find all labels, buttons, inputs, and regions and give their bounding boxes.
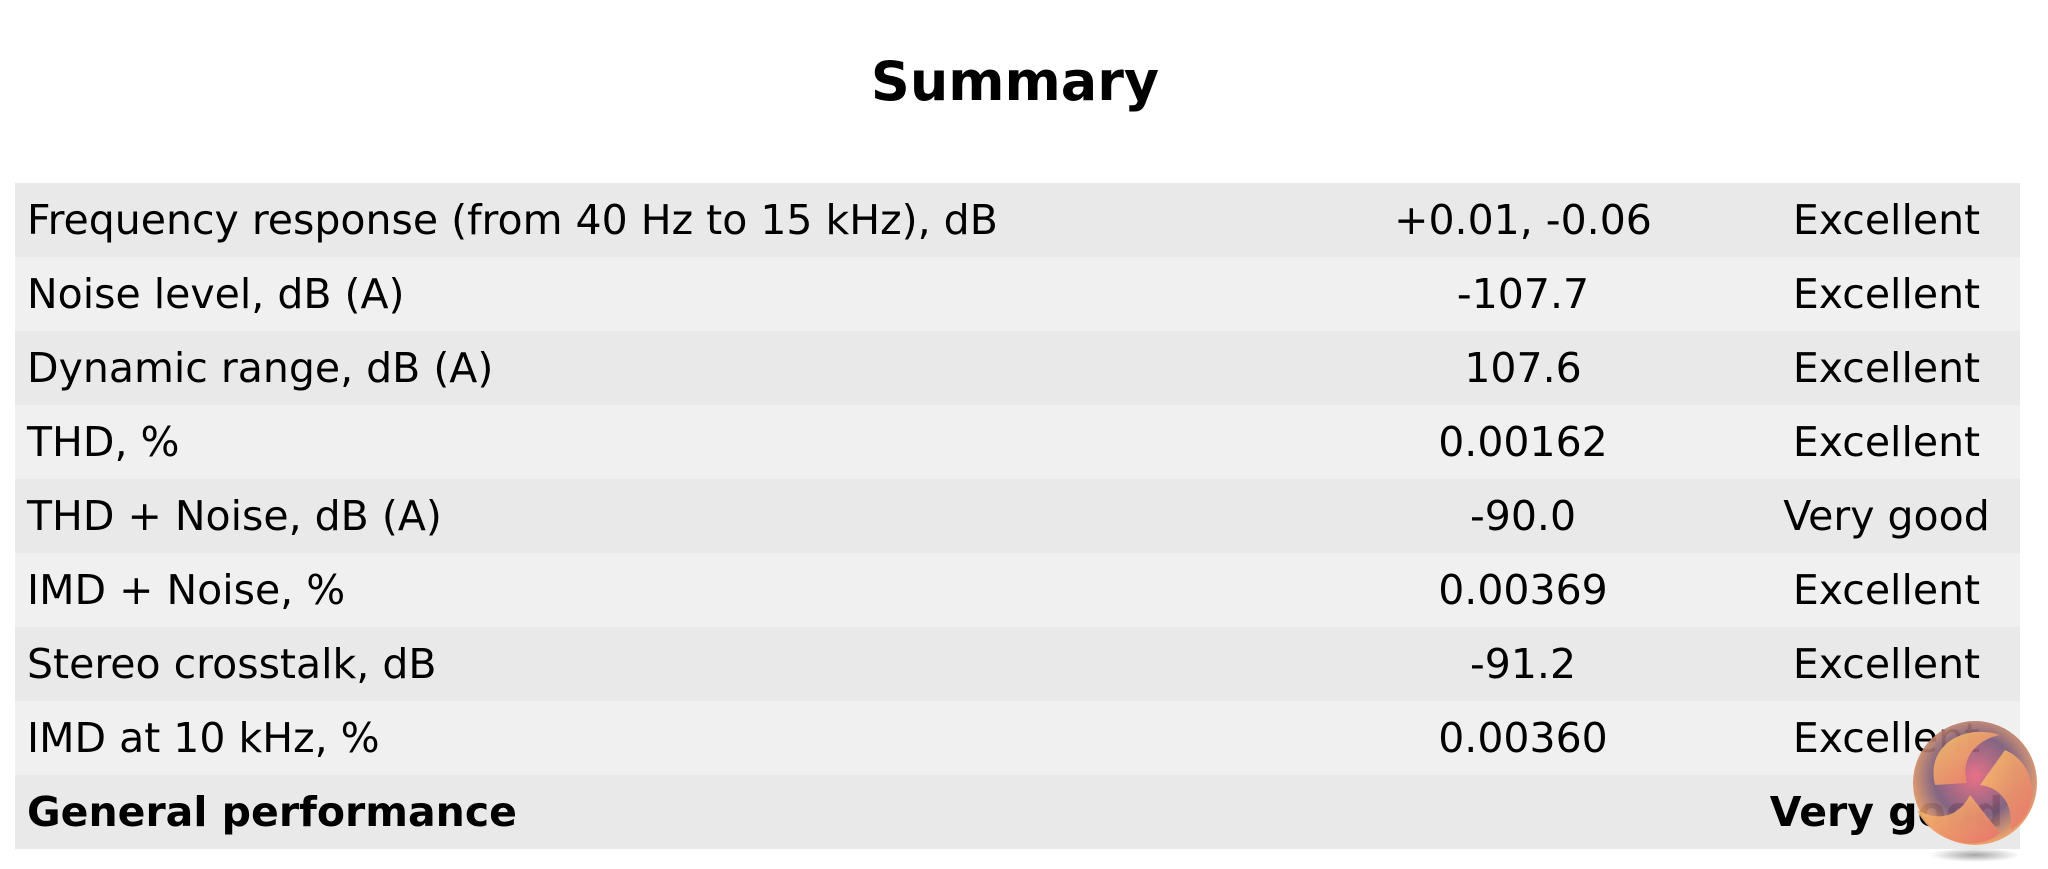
parameter-cell: Stereo crosstalk, dB (27, 640, 437, 688)
value-cell: -90.0 (1469, 492, 1577, 540)
parameter-cell: THD, % (27, 418, 180, 466)
table-row: IMD at 10 kHz, % 0.00360 Excellent (15, 701, 2020, 775)
total-row: General performance Very good (15, 775, 2020, 849)
value-cell: 107.6 (1464, 344, 1582, 392)
parameter-cell: IMD at 10 kHz, % (27, 714, 380, 762)
parameter-cell: Noise level, dB (A) (27, 270, 405, 318)
table-row: Noise level, dB (A) -107.7 Excellent (15, 257, 2020, 331)
total-parameter-cell: General performance (27, 788, 517, 836)
table-row: THD, % 0.00162 Excellent (15, 405, 2020, 479)
parameter-cell: Dynamic range, dB (A) (27, 344, 494, 392)
value-cell: 0.00360 (1438, 714, 1608, 762)
table-row: Dynamic range, dB (A) 107.6 Excellent (15, 331, 2020, 405)
table-row: IMD + Noise, % 0.00369 Excellent (15, 553, 2020, 627)
table-row: THD + Noise, dB (A) -90.0 Very good (15, 479, 2020, 553)
kitguru-swirl-logo-icon (1913, 721, 2037, 862)
rating-cell: Very good (1783, 492, 1990, 540)
rating-cell: Excellent (1792, 640, 1981, 688)
table-row: Frequency response (from 40 Hz to 15 kHz… (15, 183, 2020, 257)
page-title: Summary (870, 50, 1160, 113)
table-row: Stereo crosstalk, dB -91.2 Excellent (15, 627, 2020, 701)
parameter-cell: Frequency response (from 40 Hz to 15 kHz… (27, 196, 998, 244)
rating-cell: Excellent (1792, 270, 1981, 318)
value-cell: 0.00162 (1438, 418, 1608, 466)
value-cell: -91.2 (1469, 640, 1577, 688)
rating-cell: Excellent (1792, 344, 1981, 392)
rating-cell: Excellent (1792, 566, 1981, 614)
parameter-cell: THD + Noise, dB (A) (27, 492, 442, 540)
rating-cell: Excellent (1792, 196, 1981, 244)
value-cell: -107.7 (1456, 270, 1590, 318)
summary-table: Frequency response (from 40 Hz to 15 kHz… (15, 183, 2020, 849)
value-cell: 0.00369 (1438, 566, 1608, 614)
rating-cell: Excellent (1792, 418, 1981, 466)
value-cell: +0.01, -0.06 (1394, 196, 1652, 244)
parameter-cell: IMD + Noise, % (27, 566, 346, 614)
